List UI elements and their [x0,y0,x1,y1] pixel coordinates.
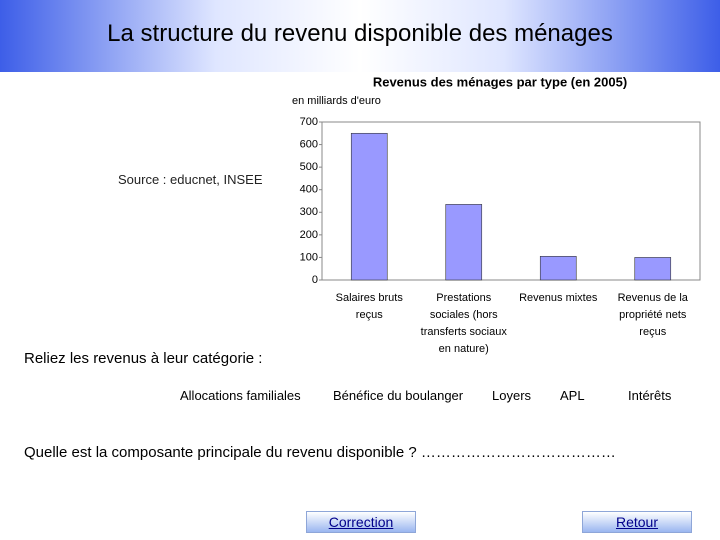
y-tick-label: 200 [300,229,318,241]
y-tick-label: 500 [300,161,318,173]
item: Intérêts [628,388,672,403]
source: Source : educnet, INSEE [118,172,263,187]
x-tick-label: Revenus de la propriété nets reçus [617,292,688,338]
slide-title: La structure du revenu disponible des mé… [107,20,613,47]
y-axis-label: en milliards d'euro [292,95,381,107]
bar [350,132,388,281]
item: APL [560,388,585,403]
question: Quelle est la composante principale du r… [24,444,616,461]
y-tick-label: 300 [300,206,318,218]
x-tick-label: Salaires bruts reçus [335,292,403,321]
back-button[interactable]: Retour [582,511,692,533]
bar [445,204,483,281]
bar [634,257,672,281]
correction-button[interactable]: Correction [306,511,416,533]
chart-title: Revenus des ménages par type (en 2005) [373,74,627,89]
instruction: Reliez les revenus à leur catégorie : [24,350,263,367]
y-tick-label: 0 [312,274,318,286]
y-tick-label: 600 [300,138,318,150]
y-tick-label: 700 [300,116,318,128]
item: Loyers [492,388,532,403]
item: Bénéfice du boulanger [333,388,464,403]
x-tick-label: Revenus mixtes [519,292,598,304]
bar [539,255,577,281]
item: Allocations familiales [180,388,301,403]
header-band [0,0,720,72]
x-tick-label: Prestations sociales (hors transferts so… [420,292,507,355]
y-tick-label: 100 [300,251,318,263]
y-tick-label: 400 [300,184,318,196]
